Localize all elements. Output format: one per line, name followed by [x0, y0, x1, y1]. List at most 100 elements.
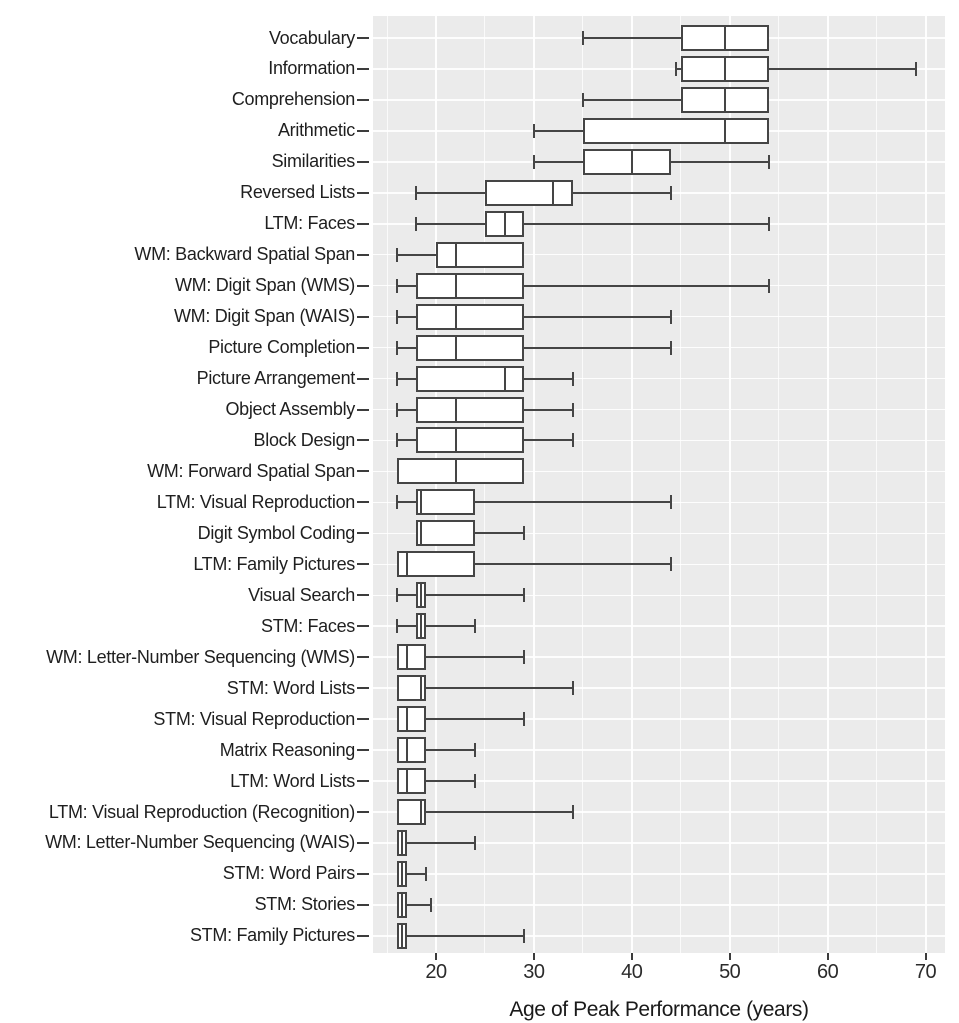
x-axis-tick [532, 953, 535, 960]
y-axis-tick [357, 439, 369, 442]
gridline-horizontal [373, 842, 945, 844]
gridline-horizontal [373, 408, 945, 411]
y-axis-tick [357, 872, 369, 875]
median-line [454, 303, 457, 330]
whisker-line-high [426, 656, 525, 659]
whisker-line-low [396, 501, 417, 504]
row-label: Information [268, 58, 355, 79]
gridline-horizontal [373, 377, 945, 380]
y-axis-tick [357, 501, 369, 504]
gridline-horizontal [373, 625, 945, 627]
row-label: WM: Letter-Number Sequencing (WAIS) [45, 832, 355, 853]
whisker-line-high [524, 284, 769, 287]
row-label: STM: Visual Reproduction [153, 708, 355, 729]
y-axis-tick [357, 67, 369, 70]
row-label: Similarities [271, 151, 356, 172]
whisker-line-high [768, 67, 916, 70]
gridline-minor-vertical [484, 16, 486, 953]
gridline-horizontal [373, 656, 945, 658]
whisker-line-low [582, 98, 681, 101]
box [582, 117, 769, 144]
median-line [454, 396, 457, 423]
median-line [405, 706, 408, 733]
median-line [405, 768, 408, 795]
whisker-cap-high [572, 433, 575, 448]
whisker-cap-low [415, 185, 418, 200]
gridline-horizontal [373, 780, 945, 782]
median-line [405, 551, 408, 578]
gridline-major-vertical [435, 16, 437, 953]
whisker-cap-low [532, 123, 535, 138]
whisker-line-high [670, 160, 769, 163]
row-label: STM: Faces [260, 615, 355, 636]
whisker-cap-low [674, 61, 677, 76]
whisker-line-high [524, 408, 574, 411]
whisker-line-low [396, 284, 417, 287]
median-line [723, 117, 726, 144]
median-line [420, 799, 423, 825]
whisker-cap-high [474, 743, 477, 758]
row-label: WM: Backward Spatial Span [134, 244, 355, 265]
y-axis-tick [357, 377, 369, 380]
y-axis-tick [357, 160, 369, 163]
gridline-horizontal [373, 811, 945, 813]
row-label: Block Design [253, 429, 356, 450]
whisker-cap-high [474, 619, 477, 634]
y-axis-tick [357, 470, 369, 473]
median-line [503, 210, 506, 237]
whisker-cap-high [767, 154, 770, 169]
box [396, 644, 427, 671]
x-axis-tick-label: 60 [816, 961, 839, 983]
box [484, 179, 574, 206]
whisker-line-high [426, 718, 525, 721]
median-line [420, 489, 423, 516]
x-axis-tick [924, 953, 927, 960]
whisker-cap-low [395, 340, 398, 355]
whisker-line-low [396, 439, 417, 442]
whisker-line-low [416, 222, 485, 225]
whisker-cap-low [395, 619, 398, 634]
gridline-horizontal [373, 68, 945, 70]
whisker-cap-high [669, 557, 672, 572]
gridline-major-vertical [728, 16, 731, 953]
box [416, 489, 476, 516]
whisker-line-high [406, 872, 427, 875]
gridline-minor-vertical [876, 16, 878, 953]
gridline-horizontal [373, 470, 945, 473]
whisker-line-high [475, 501, 671, 504]
row-label: Digit Symbol Coding [197, 522, 356, 543]
box [396, 706, 427, 733]
whisker-line-high [573, 191, 671, 194]
whisker-line-low [396, 377, 417, 380]
median-line [420, 613, 423, 640]
median-line [503, 365, 506, 392]
whisker-cap-high [572, 402, 575, 417]
whisker-line-low [396, 594, 417, 597]
whisker-line-high [426, 811, 574, 813]
whisker-cap-low [395, 278, 398, 293]
gridline-minor-vertical [778, 16, 780, 953]
box [416, 520, 476, 547]
y-axis-tick [357, 408, 369, 411]
gridline-major-vertical [826, 16, 829, 953]
x-axis-tick [826, 953, 829, 960]
whisker-line-high [524, 346, 671, 349]
median-line [400, 922, 403, 949]
y-axis-tick [357, 222, 369, 225]
gridline-horizontal [373, 718, 945, 720]
y-axis-tick [357, 841, 369, 844]
row-label: LTM: Family Pictures [193, 553, 355, 574]
y-axis-tick [357, 656, 369, 659]
median-line [420, 675, 423, 702]
x-axis-tick-label: 70 [914, 961, 937, 983]
median-line [454, 458, 457, 485]
x-axis-tick [435, 953, 437, 960]
whisker-line-low [533, 160, 583, 163]
row-label: Object Assembly [225, 399, 355, 420]
row-label: LTM: Word Lists [230, 770, 355, 791]
gridline-horizontal [373, 532, 945, 535]
whisker-line-high [426, 749, 476, 752]
row-label: STM: Stories [254, 894, 356, 915]
row-label: WM: Forward Spatial Span [147, 460, 355, 481]
